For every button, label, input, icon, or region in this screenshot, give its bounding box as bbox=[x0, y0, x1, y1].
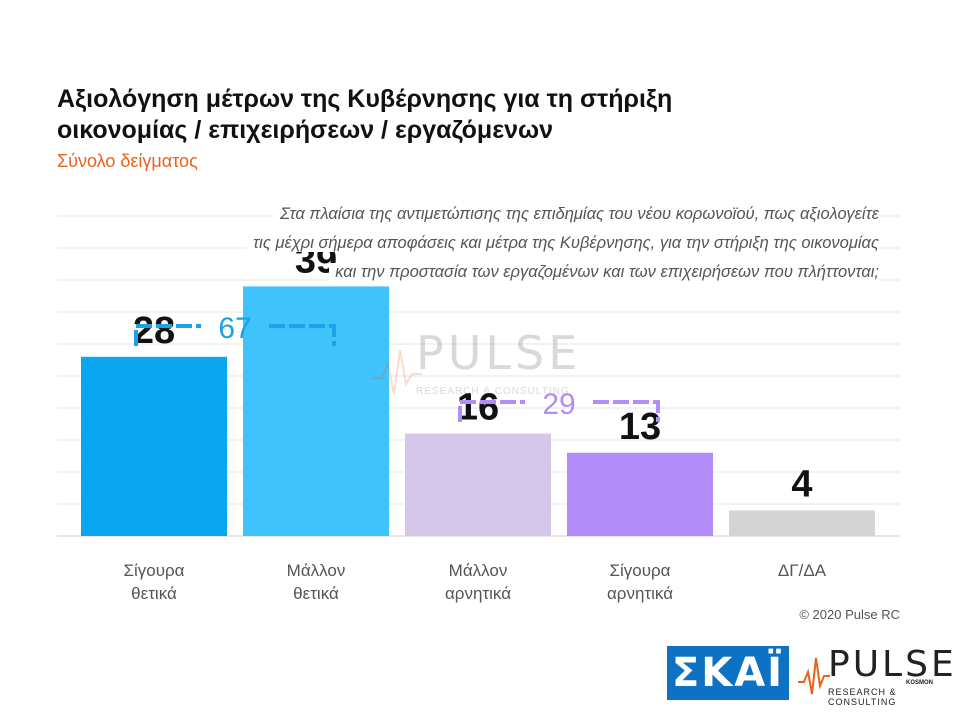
question-line: και την προστασία των εργαζομένων και τω… bbox=[329, 263, 879, 281]
bar-value-label: 13 bbox=[619, 406, 661, 448]
category-label: αρνητικά bbox=[445, 584, 511, 603]
question-line: Στα πλαίσια της αντιμετώπισης της επιδημ… bbox=[274, 205, 879, 223]
pulse-logo-word: PULSE bbox=[828, 644, 957, 685]
pulse-logo-tagline: RESEARCH & CONSULTING bbox=[828, 687, 897, 707]
group-total-label: 67 bbox=[218, 312, 251, 345]
category-label: αρνητικά bbox=[607, 584, 673, 603]
category-label: ΔΓ/ΔΑ bbox=[778, 561, 827, 580]
group-bracket bbox=[134, 324, 201, 346]
bar bbox=[405, 433, 551, 536]
chart-subtitle: Σύνολο δείγματος bbox=[57, 151, 198, 171]
category-label: Σίγουρα bbox=[609, 561, 670, 580]
bar bbox=[243, 286, 389, 536]
category-label: Μάλλον bbox=[287, 561, 346, 580]
copyright-text: © 2020 Pulse RC bbox=[799, 607, 900, 622]
bar bbox=[729, 510, 875, 536]
chart-title: Αξιολόγηση μέτρων της Κυβέρνησης για τη … bbox=[57, 85, 673, 144]
watermark-word: PULSE bbox=[416, 326, 582, 380]
bar bbox=[81, 356, 227, 536]
bar-value-label: 16 bbox=[457, 387, 499, 429]
survey-question: Στα πλαίσια της αντιμετώπισης της επιδημ… bbox=[79, 200, 879, 287]
group-bracket bbox=[269, 324, 336, 346]
bar bbox=[567, 452, 713, 536]
pulse-watermark: PULSE RESEARCH & CONSULTING bbox=[372, 326, 592, 406]
pulse-logo-kosmon: KOSMON bbox=[906, 680, 933, 686]
pulse-wave-icon bbox=[798, 657, 830, 695]
pulse-logo: PULSE KOSMON RESEARCH & CONSULTING bbox=[798, 644, 954, 707]
category-label: Μάλλον bbox=[449, 561, 508, 580]
bar-value-label: 28 bbox=[133, 310, 175, 352]
skai-logo: ΣΚΑΪ bbox=[667, 646, 789, 700]
group-total-label: 29 bbox=[542, 388, 575, 421]
bar-value-label: 4 bbox=[791, 463, 812, 505]
category-label: θετικά bbox=[293, 584, 339, 603]
question-line: τις μέχρι σήμερα αποφάσεις και μέτρα της… bbox=[247, 234, 879, 252]
group-bracket bbox=[593, 400, 660, 422]
watermark-tagline: RESEARCH & CONSULTING bbox=[416, 386, 570, 397]
category-label: θετικά bbox=[131, 584, 177, 603]
category-label: Σίγουρα bbox=[123, 561, 184, 580]
group-bracket bbox=[458, 400, 525, 422]
pulse-wave-icon bbox=[372, 349, 422, 395]
